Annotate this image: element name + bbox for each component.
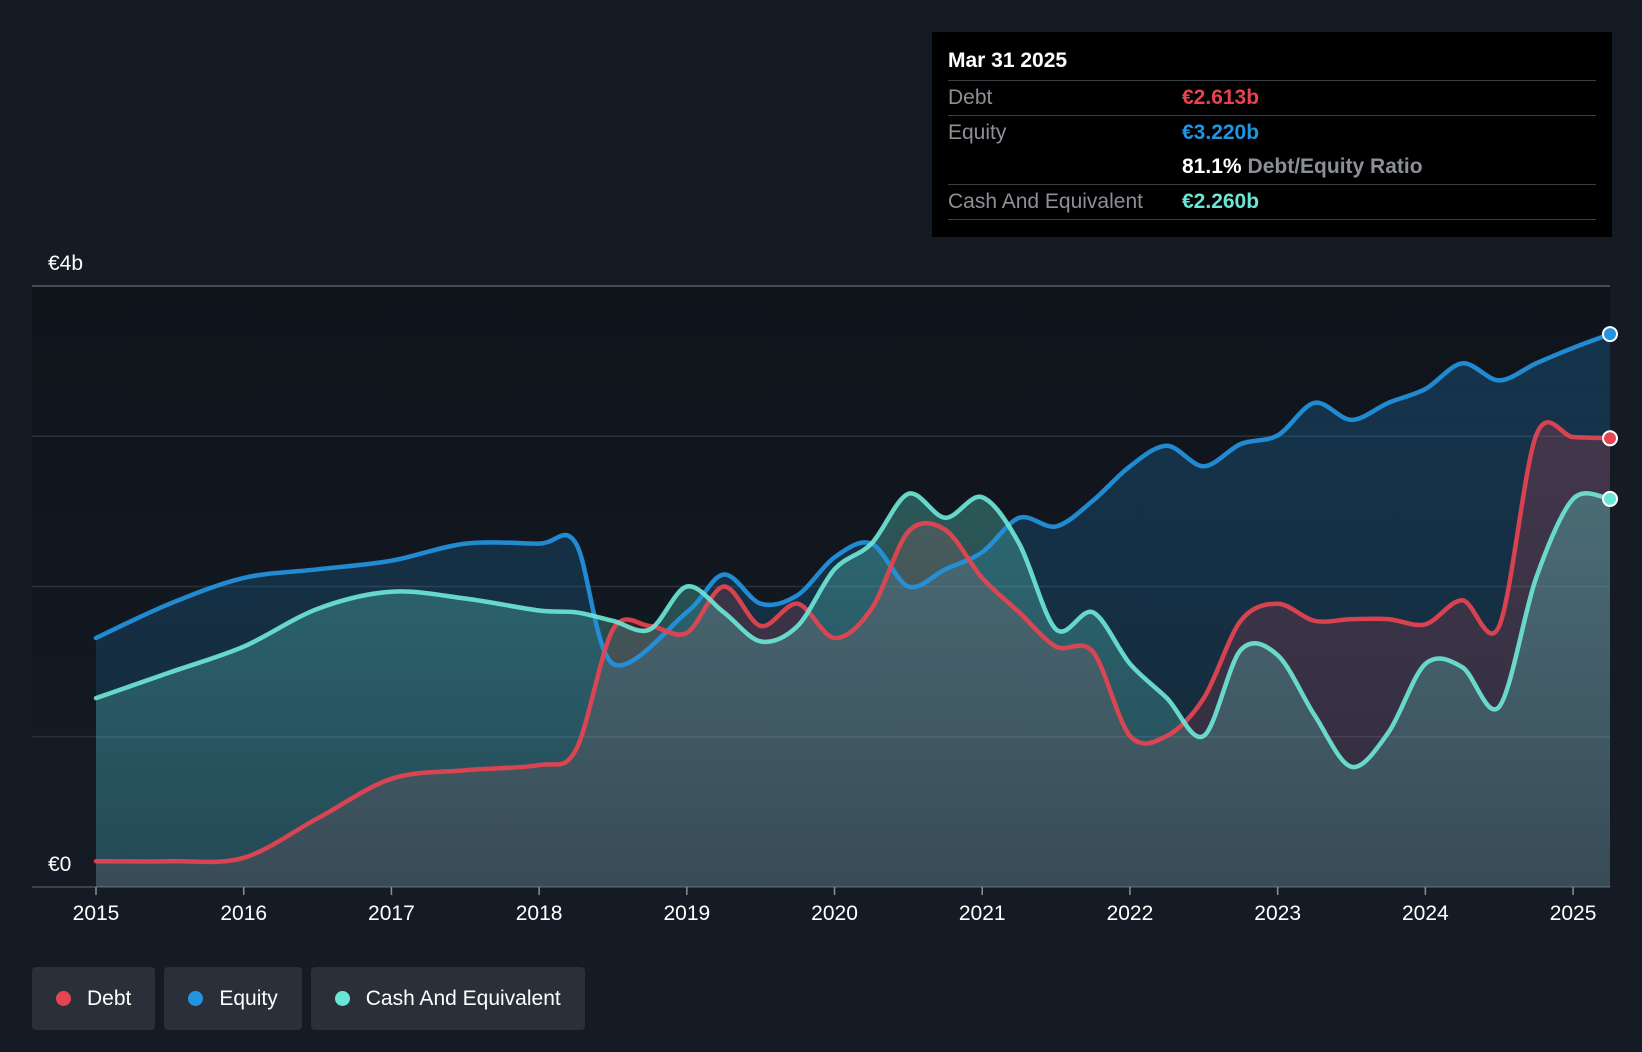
equity-end-marker <box>1602 326 1618 343</box>
cash-end-marker <box>1602 490 1618 507</box>
legend-item-cash[interactable]: Cash And Equivalent <box>310 967 585 1030</box>
tooltip-debt-value: €2.613b <box>1182 86 1260 109</box>
tooltip-equity-label: Equity <box>948 121 1007 144</box>
legend: Debt Equity Cash And Equivalent <box>32 967 585 1030</box>
x-tick-label: 2025 <box>1550 902 1597 925</box>
legend-item-debt[interactable]: Debt <box>32 967 156 1030</box>
cash-dot-icon <box>334 991 350 1006</box>
y-tick-label: €4b <box>48 252 83 275</box>
x-tick-label: 2020 <box>811 902 858 925</box>
tooltip-date: Mar 31 2025 <box>948 49 1068 72</box>
cash-area <box>96 493 1610 887</box>
legend-label-cash: Cash And Equivalent <box>365 986 561 1010</box>
legend-label-debt: Debt <box>87 986 132 1010</box>
equity-line <box>93 331 1613 668</box>
tooltip-debt-label: Debt <box>948 86 993 109</box>
y-axis: €4b €0 <box>48 252 83 876</box>
x-tick-label: 2024 <box>1402 902 1449 925</box>
tooltip-debt-row: Debt €2.613b <box>948 80 1596 115</box>
tooltip-ratio-value: 81.1% <box>1182 155 1242 178</box>
series-end-markers <box>1602 326 1618 507</box>
x-axis: 2015 2016 2017 2018 2019 2020 2021 2022 2023 2024… <box>73 887 1597 925</box>
x-tick-label: 2023 <box>1254 902 1301 925</box>
tooltip-equity-value: €3.220b <box>1182 121 1260 144</box>
debt-dot-icon <box>56 991 71 1006</box>
x-tick-label: 2017 <box>368 902 415 925</box>
tooltip-ratio-row: 81.1% Debt/Equity Ratio <box>948 150 1596 184</box>
equity-dot-icon <box>188 991 204 1006</box>
x-tick-label: 2022 <box>1107 902 1154 925</box>
cash-line <box>93 491 1613 770</box>
y-tick-label: €0 <box>48 853 71 876</box>
tooltip-equity-row: Equity €3.220b <box>948 115 1596 150</box>
debt-line <box>93 420 1613 865</box>
tooltip-cash-label: Cash And Equivalent <box>948 190 1143 213</box>
x-tick-label: 2019 <box>663 902 710 925</box>
legend-item-equity[interactable]: Equity <box>164 967 302 1030</box>
legend-label-equity: Equity <box>219 986 278 1010</box>
x-tick-label: 2015 <box>73 902 120 925</box>
x-tick-label: 2016 <box>220 902 267 925</box>
tooltip-ratio-label: Debt/Equity Ratio <box>1247 155 1423 178</box>
series-lines <box>93 331 1613 865</box>
x-tick-label: 2018 <box>516 902 563 925</box>
debt-end-marker <box>1602 430 1618 447</box>
tooltip-cash-value: €2.260b <box>1182 190 1260 213</box>
x-tick-label: 2021 <box>959 902 1006 925</box>
tooltip: Mar 31 2025 Debt €2.613b Equity €3.220b … <box>932 32 1612 237</box>
tooltip-cash-row: Cash And Equivalent €2.260b <box>948 184 1596 220</box>
